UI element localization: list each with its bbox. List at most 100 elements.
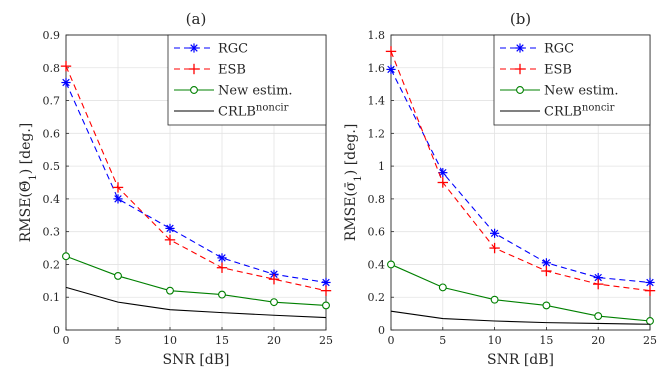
data-point-new-estim <box>594 312 603 321</box>
y-tick-label: 1.6 <box>368 62 386 75</box>
y-tick-label: 0.8 <box>43 62 61 75</box>
data-point-esb <box>112 182 124 193</box>
data-point-esb <box>489 242 500 254</box>
legend-marker <box>516 86 524 94</box>
data-point-new-estim <box>490 295 499 304</box>
y-tick-label: 0.4 <box>368 258 386 271</box>
data-point-esb <box>437 177 448 188</box>
x-tick-label: 0 <box>63 334 70 347</box>
legend: RGC ESB New estim. CRLBnoncir <box>493 34 651 126</box>
y-tick-label: 1.8 <box>368 29 386 42</box>
data-point-esb <box>320 285 332 296</box>
legend-entry-label: CRLBnoncir <box>544 102 615 120</box>
data-point-esb <box>60 60 72 72</box>
data-point-new-estim <box>218 290 226 299</box>
y-tick-label: 0.2 <box>368 291 386 304</box>
legend-marker <box>189 43 199 53</box>
data-point-esb <box>385 46 397 57</box>
data-point-esb <box>268 273 280 285</box>
data-point-esb <box>593 278 604 290</box>
x-tick-label: 10 <box>488 334 502 347</box>
legend-entry-label: RGC <box>218 42 248 57</box>
y-tick-label: 0.3 <box>43 226 61 239</box>
series-line-new-estim <box>390 263 651 322</box>
y-tick-label: 0.6 <box>368 226 386 239</box>
series-line-new-estim <box>65 255 327 306</box>
data-point-new-estim <box>387 260 395 269</box>
legend-marker <box>190 86 198 94</box>
data-point-rgc <box>645 277 655 288</box>
data-point-rgc <box>438 168 448 178</box>
y-tick-label: 1.2 <box>368 127 386 140</box>
series-line-rgc <box>65 82 327 284</box>
y-axis-label: RMSE(Θ̄1) [deg.] <box>18 123 39 243</box>
y-tick-label: 0.7 <box>43 95 61 108</box>
data-point-rgc <box>165 223 175 233</box>
data-series <box>385 46 656 325</box>
y-tick-label: 1.4 <box>368 95 386 108</box>
chart-title: (b) <box>510 10 531 28</box>
data-point-rgc <box>61 77 71 88</box>
legend-entry-label: ESB <box>544 63 572 78</box>
legend-entry-label: CRLBnoncir <box>218 102 289 120</box>
y-tick-label: 0 <box>53 324 60 337</box>
legend: RGC ESB New estim. CRLBnoncir <box>167 34 327 126</box>
y-tick-label: 1 <box>378 160 385 173</box>
series-line-crlb <box>65 286 327 319</box>
series-line-crlb <box>390 310 651 325</box>
x-tick-label: 5 <box>115 334 122 347</box>
data-point-rgc <box>386 64 396 75</box>
data-point-new-estim <box>542 301 551 310</box>
y-tick-label: 0.2 <box>43 258 61 271</box>
x-tick-label: 20 <box>591 334 605 347</box>
data-series <box>60 60 332 319</box>
data-point-esb <box>541 265 552 277</box>
data-point-new-estim <box>62 252 70 261</box>
data-point-rgc <box>490 228 500 238</box>
y-tick-label: 0.6 <box>43 127 61 140</box>
x-tick-label: 0 <box>388 334 395 347</box>
x-tick-label: 25 <box>643 334 657 347</box>
data-point-new-estim <box>114 271 122 280</box>
data-point-new-estim <box>322 301 330 310</box>
x-tick-label: 15 <box>215 334 229 347</box>
x-axis-label: SNR [dB] <box>162 352 229 368</box>
data-point-esb <box>164 234 176 246</box>
x-tick-label: 5 <box>439 334 446 347</box>
data-point-new-estim <box>166 286 174 295</box>
legend-marker <box>188 63 200 75</box>
y-tick-label: 0 <box>378 324 385 337</box>
y-tick-label: 0.9 <box>43 29 61 42</box>
chart-panel-b: 0 5 10 15 20 25 0 0.2 0.4 0.6 0.8 1 1.2 1.4 1.6 1.8 (b) S… <box>343 10 657 368</box>
chart-title: (a) <box>186 10 207 28</box>
series-line-rgc <box>390 69 651 284</box>
y-axis-label: RMSE(σ̄1) [deg.] <box>343 124 364 242</box>
data-point-rgc <box>217 253 227 263</box>
x-tick-label: 15 <box>539 334 553 347</box>
legend-entry-label: RGC <box>544 42 574 57</box>
y-tick-label: 0.8 <box>368 193 386 206</box>
chart-panel-a: 0 5 10 15 20 25 0 0.1 0.2 0.3 0.4 0.5 0.6 0.7 0.8 0.9 (a… <box>18 10 333 368</box>
data-point-new-estim <box>646 317 654 325</box>
series-line-esb <box>65 65 327 292</box>
data-point-rgc <box>541 258 551 268</box>
x-axis-label: SNR [dB] <box>487 352 554 368</box>
series-line-esb <box>390 51 651 292</box>
y-tick-label: 0.5 <box>43 160 61 173</box>
legend-marker <box>515 43 525 53</box>
legend-entry-label: New estim. <box>544 84 619 99</box>
y-tick-label: 0.4 <box>43 193 61 206</box>
data-point-new-estim <box>270 298 278 307</box>
legend-entry-label: New estim. <box>218 84 293 99</box>
data-point-esb <box>644 285 656 296</box>
x-tick-label: 20 <box>267 334 281 347</box>
legend-marker <box>514 63 526 75</box>
y-tick-label: 0.1 <box>43 291 61 304</box>
data-point-esb <box>216 262 228 273</box>
legend-entry-label: ESB <box>218 63 246 78</box>
data-point-new-estim <box>438 283 447 292</box>
x-tick-label: 25 <box>319 334 333 347</box>
x-tick-label: 10 <box>163 334 177 347</box>
data-point-rgc <box>113 194 123 204</box>
